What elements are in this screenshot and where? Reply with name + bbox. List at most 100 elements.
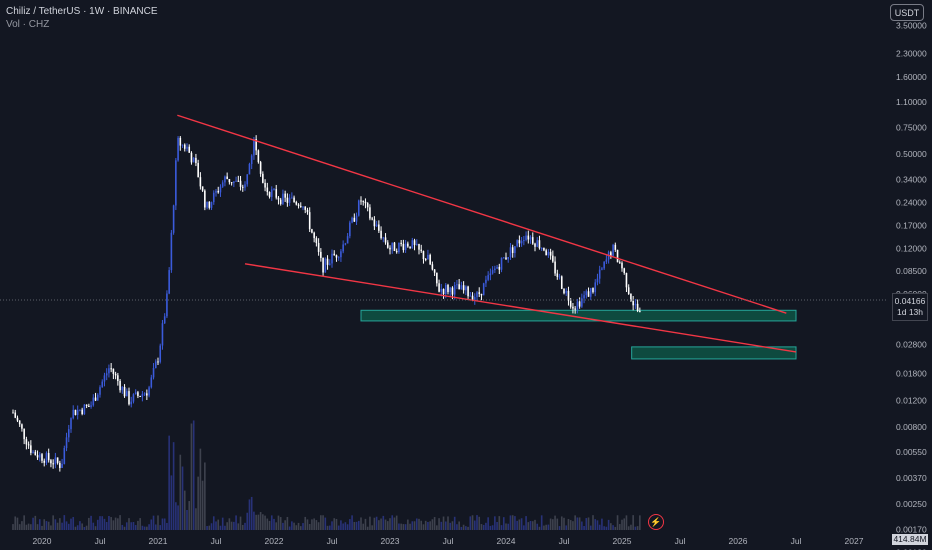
volume-bar <box>478 516 481 530</box>
candle-body <box>581 298 583 307</box>
volume-bar <box>427 521 429 530</box>
candle-body <box>331 253 333 264</box>
volume-bar <box>16 517 19 530</box>
candle-body <box>536 240 539 247</box>
candle-body <box>12 412 14 414</box>
candle-body <box>603 261 605 269</box>
volume-bar <box>154 524 157 530</box>
candle-body <box>391 242 394 250</box>
y-tick-label: 3.50000 <box>896 21 927 31</box>
candle-body <box>473 297 476 301</box>
candle-body <box>175 160 177 206</box>
volume-bar <box>342 523 344 530</box>
candle-body <box>386 242 389 248</box>
volume-bar <box>146 526 148 530</box>
candle-body <box>34 451 37 456</box>
volume-bar <box>172 442 175 530</box>
volume-bar <box>103 518 106 530</box>
volume-bar <box>56 522 59 530</box>
candle-body <box>50 460 52 464</box>
candle-body <box>21 424 23 429</box>
currency-button[interactable]: USDT <box>890 4 924 21</box>
candle-body <box>507 257 510 260</box>
candle-body <box>105 373 108 376</box>
volume-bar <box>636 526 639 530</box>
candle-body <box>320 251 322 258</box>
flash-icon[interactable]: ⚡ <box>648 514 664 530</box>
candle-body <box>110 368 112 370</box>
candle-body <box>621 262 623 269</box>
candle-body <box>482 283 485 296</box>
volume-bar <box>518 519 521 530</box>
candle-body <box>525 235 527 241</box>
candle-body <box>286 197 289 203</box>
support-zones <box>360 309 797 360</box>
volume-bar <box>212 516 215 530</box>
candle-body <box>224 176 226 183</box>
volume-bar <box>123 526 126 530</box>
candle-body <box>52 463 54 465</box>
volume-bar <box>324 517 327 530</box>
y-tick-label: 1.10000 <box>896 97 927 107</box>
volume-bar <box>170 475 173 530</box>
candle-body <box>134 392 137 395</box>
volume-bar <box>581 521 583 530</box>
candle-body <box>63 448 66 464</box>
candle-body <box>418 244 420 250</box>
candle-body <box>177 137 179 161</box>
candle-body <box>293 197 295 203</box>
volume-bar <box>36 524 39 530</box>
candle-body <box>547 251 550 256</box>
candle-body <box>36 455 39 458</box>
candle-body <box>545 250 547 256</box>
volume-bar <box>444 521 447 530</box>
candle-body <box>257 150 260 163</box>
last-price-tag: 0.04166 1d 13h <box>892 293 928 321</box>
volume-bar <box>101 516 104 530</box>
candle-body <box>404 243 407 251</box>
volume-bar <box>88 517 90 530</box>
candle-body <box>328 263 331 265</box>
candle-body <box>462 285 465 291</box>
candle-body <box>614 244 617 250</box>
candle-body <box>552 255 554 262</box>
volume-bar <box>326 525 329 530</box>
x-axis[interactable]: 2020 Jul 2021 Jul 2022 Jul 2023 Jul 2024 Jul 2025 J… <box>33 536 864 546</box>
volume-bar <box>511 515 514 530</box>
candle-body <box>395 250 398 253</box>
volume-bar <box>502 517 505 530</box>
candle-body <box>572 306 574 309</box>
candle-body <box>288 197 291 203</box>
trendline-upper <box>177 114 787 314</box>
candle-body <box>32 451 34 453</box>
volume-bar <box>360 517 362 530</box>
x-tick-label: Jul <box>327 536 338 546</box>
candle-body <box>351 217 353 223</box>
volume-bar <box>161 518 164 530</box>
volume-bar <box>284 520 286 530</box>
candle-body <box>587 291 590 297</box>
x-tick-label: Jul <box>95 536 106 546</box>
candle-body <box>30 445 32 453</box>
volume-bar <box>148 524 150 530</box>
volume-bar <box>632 515 634 530</box>
candle-body <box>340 251 342 258</box>
candle-body <box>166 293 168 317</box>
volume-bar <box>320 515 322 530</box>
candle-body <box>413 240 416 246</box>
candle-body <box>527 235 530 240</box>
candle-body <box>154 361 157 369</box>
y-axis[interactable]: 3.50000 2.30000 1.60000 1.10000 0.75000 0.500… <box>896 21 927 550</box>
candle-body <box>514 246 516 254</box>
candle-body <box>471 295 474 301</box>
volume-bar <box>239 516 242 530</box>
volume-bar <box>257 514 260 530</box>
volume-bar <box>183 490 186 530</box>
candle-body <box>279 199 282 204</box>
candle-body <box>313 232 315 239</box>
volume-bar <box>380 518 382 530</box>
volume-bar <box>237 523 240 530</box>
candle-body <box>509 247 512 258</box>
candle-body <box>491 270 494 274</box>
